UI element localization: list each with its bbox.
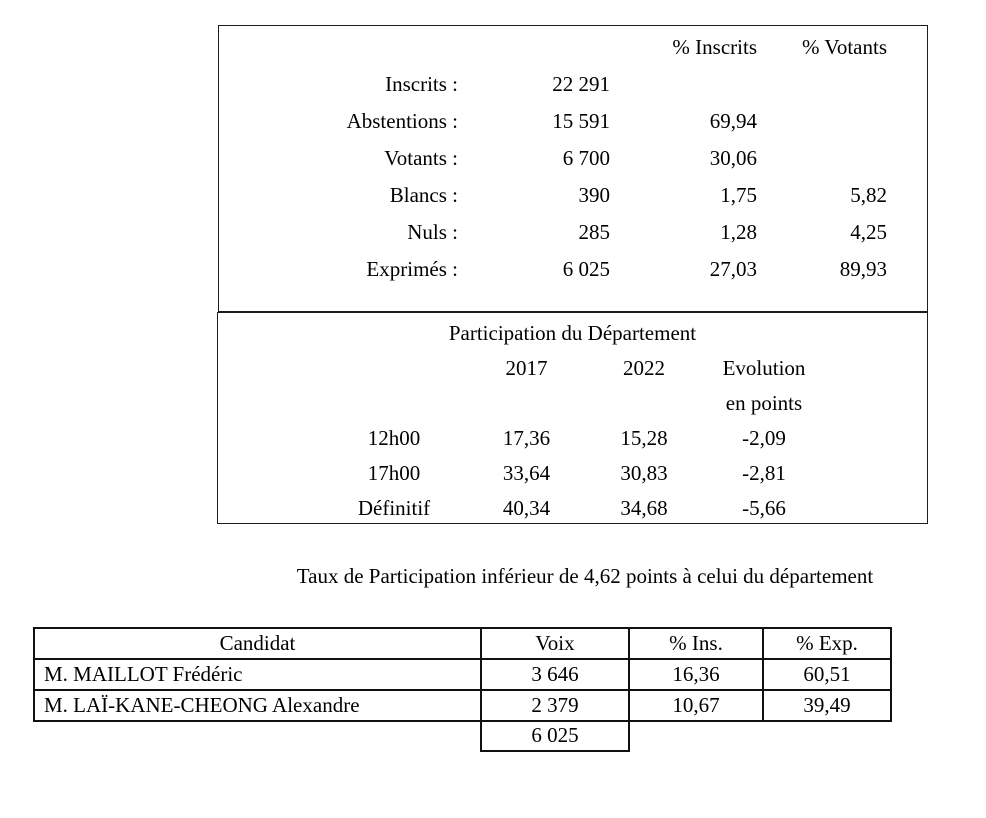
candidate-voix: 3 646 [482, 660, 630, 689]
row-pct-inscrits: 30,06 [709, 146, 757, 170]
empty-cell [218, 456, 319, 491]
candidate-name: M. MAILLOT Frédéric [35, 660, 482, 689]
empty-cell [824, 456, 927, 491]
row-pct-votants [757, 140, 887, 177]
summary-row-exprimes: Exprimés : 6 025 27,03 89,93 [219, 251, 888, 288]
header-2017: 2017 [505, 356, 548, 380]
row-pct-inscrits: 1,28 [720, 220, 757, 244]
note-text: Taux de Participation inférieur de 4,62 … [296, 564, 874, 588]
row-label: Blancs : [389, 183, 458, 207]
row-value: 390 [578, 183, 611, 207]
empty-cell [469, 386, 584, 421]
empty-cell [824, 421, 927, 456]
row-label: Définitif [357, 496, 431, 520]
row-pct-votants: 4,25 [850, 220, 887, 244]
row-label: Votants : [384, 146, 458, 170]
empty-cell [218, 386, 319, 421]
value-2022: 34,68 [620, 496, 668, 520]
candidate-pct-exp: 60,51 [803, 662, 851, 686]
row-pct-votants [757, 103, 887, 140]
empty-cell [319, 351, 469, 386]
value-evolution: -2,09 [742, 426, 786, 450]
summary-row-inscrits: Inscrits : 22 291 [219, 66, 888, 103]
participation-table: Participation du Département 2017 2022 E… [217, 312, 928, 524]
header-voix: Voix [482, 629, 630, 658]
participation-title: Participation du Département [448, 321, 697, 345]
candidates-table: Candidat Voix % Ins. % Exp. M. MAILLOT F… [33, 627, 892, 722]
candidate-voix: 2 379 [482, 691, 630, 720]
participation-row-12h00: 12h00 17,36 15,28 -2,09 [218, 421, 927, 456]
header-evolution: Evolution [722, 356, 806, 380]
row-label: 17h00 [367, 461, 421, 485]
empty-cell [218, 421, 319, 456]
participation-header-row-2: en points [218, 386, 927, 421]
value-2022: 15,28 [620, 426, 668, 450]
row-pct-inscrits [610, 66, 757, 103]
participation-header-row: 2017 2022 Evolution [218, 351, 927, 386]
row-value: 15 591 [552, 109, 610, 133]
participation-row-17h00: 17h00 33,64 30,83 -2,81 [218, 456, 927, 491]
empty-cell [584, 386, 704, 421]
row-pct-inscrits: 1,75 [720, 183, 757, 207]
summary-row-nuls: Nuls : 285 1,28 4,25 [219, 214, 888, 251]
candidate-row-maillot: M. MAILLOT Frédéric 3 646 16,36 60,51 [35, 660, 890, 691]
row-value: 6 700 [562, 146, 610, 170]
header-2022: 2022 [623, 356, 665, 380]
total-voix-cell: 6 025 [480, 722, 630, 752]
header-candidat: Candidat [35, 629, 482, 658]
participation-row-definitif: Définitif 40,34 34,68 -5,66 [218, 491, 927, 523]
row-label: Inscrits : [385, 72, 458, 96]
value-2017: 33,64 [502, 461, 551, 485]
empty-cell [219, 29, 458, 66]
summary-table: % Inscrits % Votants Inscrits : 22 291 A… [218, 25, 928, 312]
empty-cell [458, 29, 610, 66]
row-pct-inscrits: 69,94 [709, 109, 757, 133]
empty-cell [319, 386, 469, 421]
empty-cell [824, 386, 927, 421]
row-pct-inscrits: 27,03 [709, 257, 757, 281]
row-label: 12h00 [367, 426, 421, 450]
candidate-row-lai-kane-cheong: M. LAÏ-KANE-CHEONG Alexandre 2 379 10,67… [35, 691, 890, 720]
row-value: 22 291 [552, 72, 610, 96]
candidate-pct-ins: 16,36 [630, 660, 764, 689]
row-label: Nuls : [407, 220, 458, 244]
row-value: 6 025 [562, 257, 610, 281]
row-pct-votants [757, 66, 887, 103]
value-2017: 17,36 [502, 426, 551, 450]
candidates-header-row: Candidat Voix % Ins. % Exp. [35, 629, 890, 660]
empty-cell [824, 351, 927, 386]
header-evolution-units: en points [725, 391, 803, 415]
candidate-pct-ins: 10,67 [630, 691, 764, 720]
header-pct-ins: % Ins. [630, 629, 764, 658]
empty-cell [824, 491, 927, 523]
candidate-pct-exp: 39,49 [803, 693, 851, 717]
summary-header-pct-votants: % Votants [802, 35, 887, 59]
row-label: Abstentions : [346, 109, 458, 133]
header-pct-exp: % Exp. [796, 631, 858, 655]
summary-header-row: % Inscrits % Votants [219, 29, 888, 66]
summary-header-pct-inscrits: % Inscrits [672, 35, 757, 59]
summary-row-abstentions: Abstentions : 15 591 69,94 [219, 103, 888, 140]
empty-cell [218, 491, 319, 523]
row-label: Exprimés : [366, 257, 458, 281]
candidate-name: M. LAÏ-KANE-CHEONG Alexandre [35, 691, 482, 720]
row-value: 285 [578, 220, 611, 244]
value-evolution: -2,81 [742, 461, 786, 485]
row-pct-votants: 89,93 [839, 257, 887, 281]
value-2017: 40,34 [502, 496, 551, 520]
summary-row-blancs: Blancs : 390 1,75 5,82 [219, 177, 888, 214]
empty-cell [218, 351, 319, 386]
value-2022: 30,83 [620, 461, 668, 485]
row-pct-votants: 5,82 [850, 183, 887, 207]
value-evolution: -5,66 [742, 496, 786, 520]
summary-row-votants: Votants : 6 700 30,06 [219, 140, 888, 177]
